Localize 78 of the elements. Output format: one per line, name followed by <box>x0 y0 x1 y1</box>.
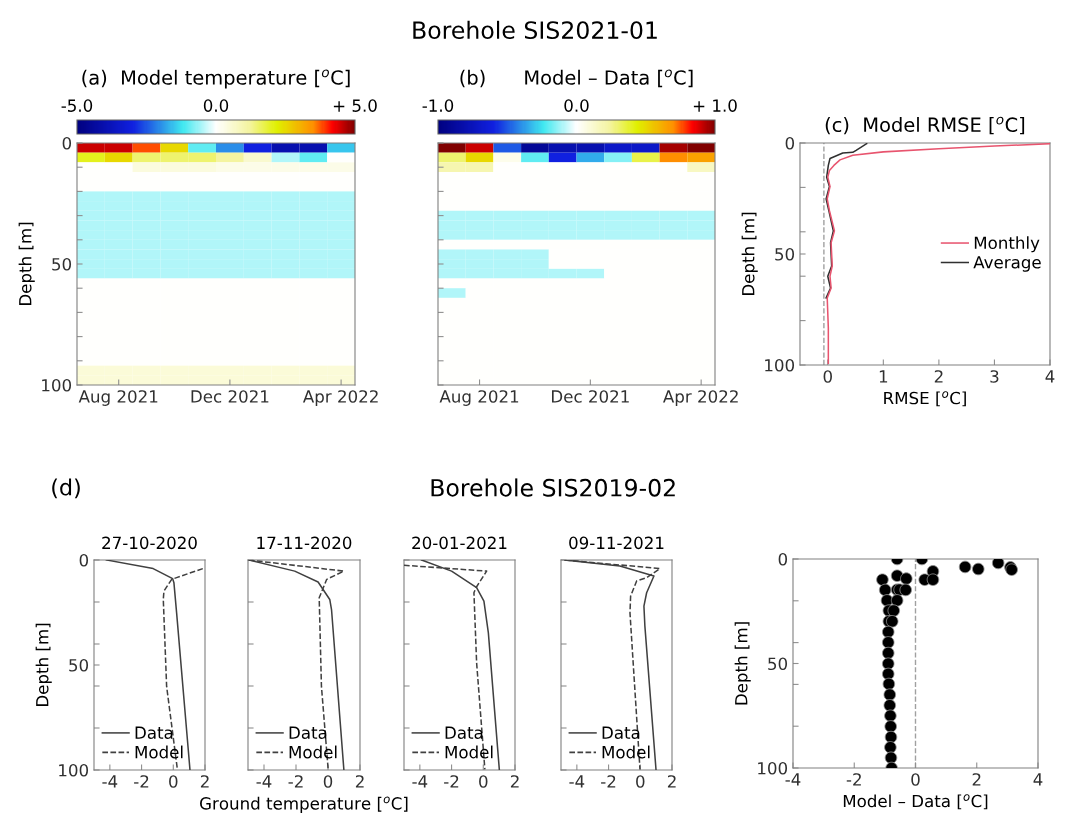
x-tick-label: 0 <box>169 775 178 788</box>
x-axis-title: RMSE [$^{o}$C] <box>884 391 966 407</box>
x-tick-label: 2 <box>510 775 519 788</box>
x-tick-label: Aug 2021 <box>439 390 519 406</box>
chart-title: (a) Model temperature [$^{o}$C] <box>82 69 350 89</box>
y-tick-label: 0 <box>778 552 788 566</box>
y-tick-label: 50 <box>775 247 795 261</box>
y-tick-label: 100 <box>765 358 795 372</box>
chart-title: (b) Model – Data [$^{o}$C] <box>460 69 693 88</box>
chart-title: 27-10-2020 <box>102 536 197 550</box>
x-axis-title: Ground temperature [$^{o}$C] <box>200 796 408 813</box>
x-tick-label: -2 <box>288 775 303 788</box>
x-tick-label: -4 <box>256 775 272 788</box>
y-tick-label: 0 <box>785 136 795 150</box>
x-tick-label: -4 <box>569 775 585 788</box>
y-axis-title: Depth [m] <box>18 222 35 306</box>
y-axis-title: Depth [m] <box>741 212 758 296</box>
x-tick-label: -2 <box>444 775 459 788</box>
legend-label: Model <box>445 745 493 759</box>
y-tick-label: 50 <box>69 658 89 672</box>
y-tick-label: 50 <box>768 657 788 671</box>
x-tick-label: Apr 2022 <box>302 390 378 406</box>
y-tick-label: 0 <box>62 136 72 150</box>
color-bar-label: -1.0 <box>422 99 454 112</box>
y-tick-label: 0 <box>79 553 89 567</box>
x-tick-label: Apr 2022 <box>663 390 738 406</box>
x-tick-label: 4 <box>1033 773 1043 786</box>
x-tick-label: 0 <box>823 370 832 383</box>
x-tick-label: Dec 2021 <box>552 390 629 403</box>
x-tick-label: -2 <box>846 773 861 786</box>
color-bar-label: 0.0 <box>564 99 589 112</box>
text: Borehole SIS2021-01 <box>413 20 657 40</box>
chart-title: 17-11-2020 <box>257 536 352 550</box>
x-tick-label: 3 <box>990 370 999 383</box>
legend-label: Model <box>289 745 337 759</box>
x-tick-label: -2 <box>601 775 616 788</box>
x-tick-label: -4 <box>412 775 428 788</box>
y-tick-label: 100 <box>59 763 89 777</box>
legend-label: Model <box>135 745 183 759</box>
legend-label: Average <box>973 256 1041 272</box>
x-tick-label: 1 <box>879 370 888 383</box>
x-tick-label: Aug 2021 <box>78 390 158 406</box>
x-tick-label: 0 <box>323 775 333 788</box>
x-tick-label: 2 <box>200 775 209 788</box>
color-bar-label: -5.0 <box>61 99 93 112</box>
x-tick-label: -2 <box>134 775 149 788</box>
chart-title: 09-11-2021 <box>569 536 664 550</box>
x-tick-label: 2 <box>972 773 981 786</box>
color-bar-label: + 5.0 <box>333 99 377 112</box>
legend-label: Data <box>602 726 640 739</box>
x-tick-label: 4 <box>1045 370 1055 383</box>
legend-label: Data <box>289 726 327 739</box>
x-axis-title: Model – Data [$^{o}$C] <box>843 794 988 810</box>
x-tick-label: 2 <box>355 775 364 788</box>
x-tick-label: 0 <box>911 773 920 786</box>
line-series <box>825 143 868 299</box>
x-tick-label: Dec 2021 <box>191 390 269 403</box>
x-tick-label: -4 <box>785 773 801 786</box>
legend-label: Data <box>445 726 483 739</box>
y-tick-label: 100 <box>758 761 788 775</box>
legend-label: Model <box>602 745 650 759</box>
y-axis-title: Depth [m] <box>734 622 751 705</box>
y-axis-title: Depth [m] <box>35 623 52 707</box>
x-tick-label: 2 <box>934 370 943 383</box>
legend-label: Data <box>135 726 173 739</box>
color-bar-label: + 1.0 <box>693 99 737 112</box>
y-tick-label: 50 <box>52 257 72 271</box>
chart-title: (c) Model RMSE [$^{o}$C] <box>825 116 1025 135</box>
x-tick-label: 2 <box>667 775 676 788</box>
chart-title: 20-01-2021 <box>412 536 507 550</box>
legend-label: Monthly <box>974 236 1040 253</box>
text: Borehole SIS2019-02 <box>431 478 675 497</box>
text: (d) <box>52 478 80 499</box>
x-tick-label: -4 <box>102 775 118 788</box>
x-tick-label: 0 <box>636 775 645 788</box>
y-tick-label: 100 <box>42 378 72 392</box>
x-tick-label: 0 <box>479 775 488 788</box>
color-bar-label: 0.0 <box>203 99 229 112</box>
